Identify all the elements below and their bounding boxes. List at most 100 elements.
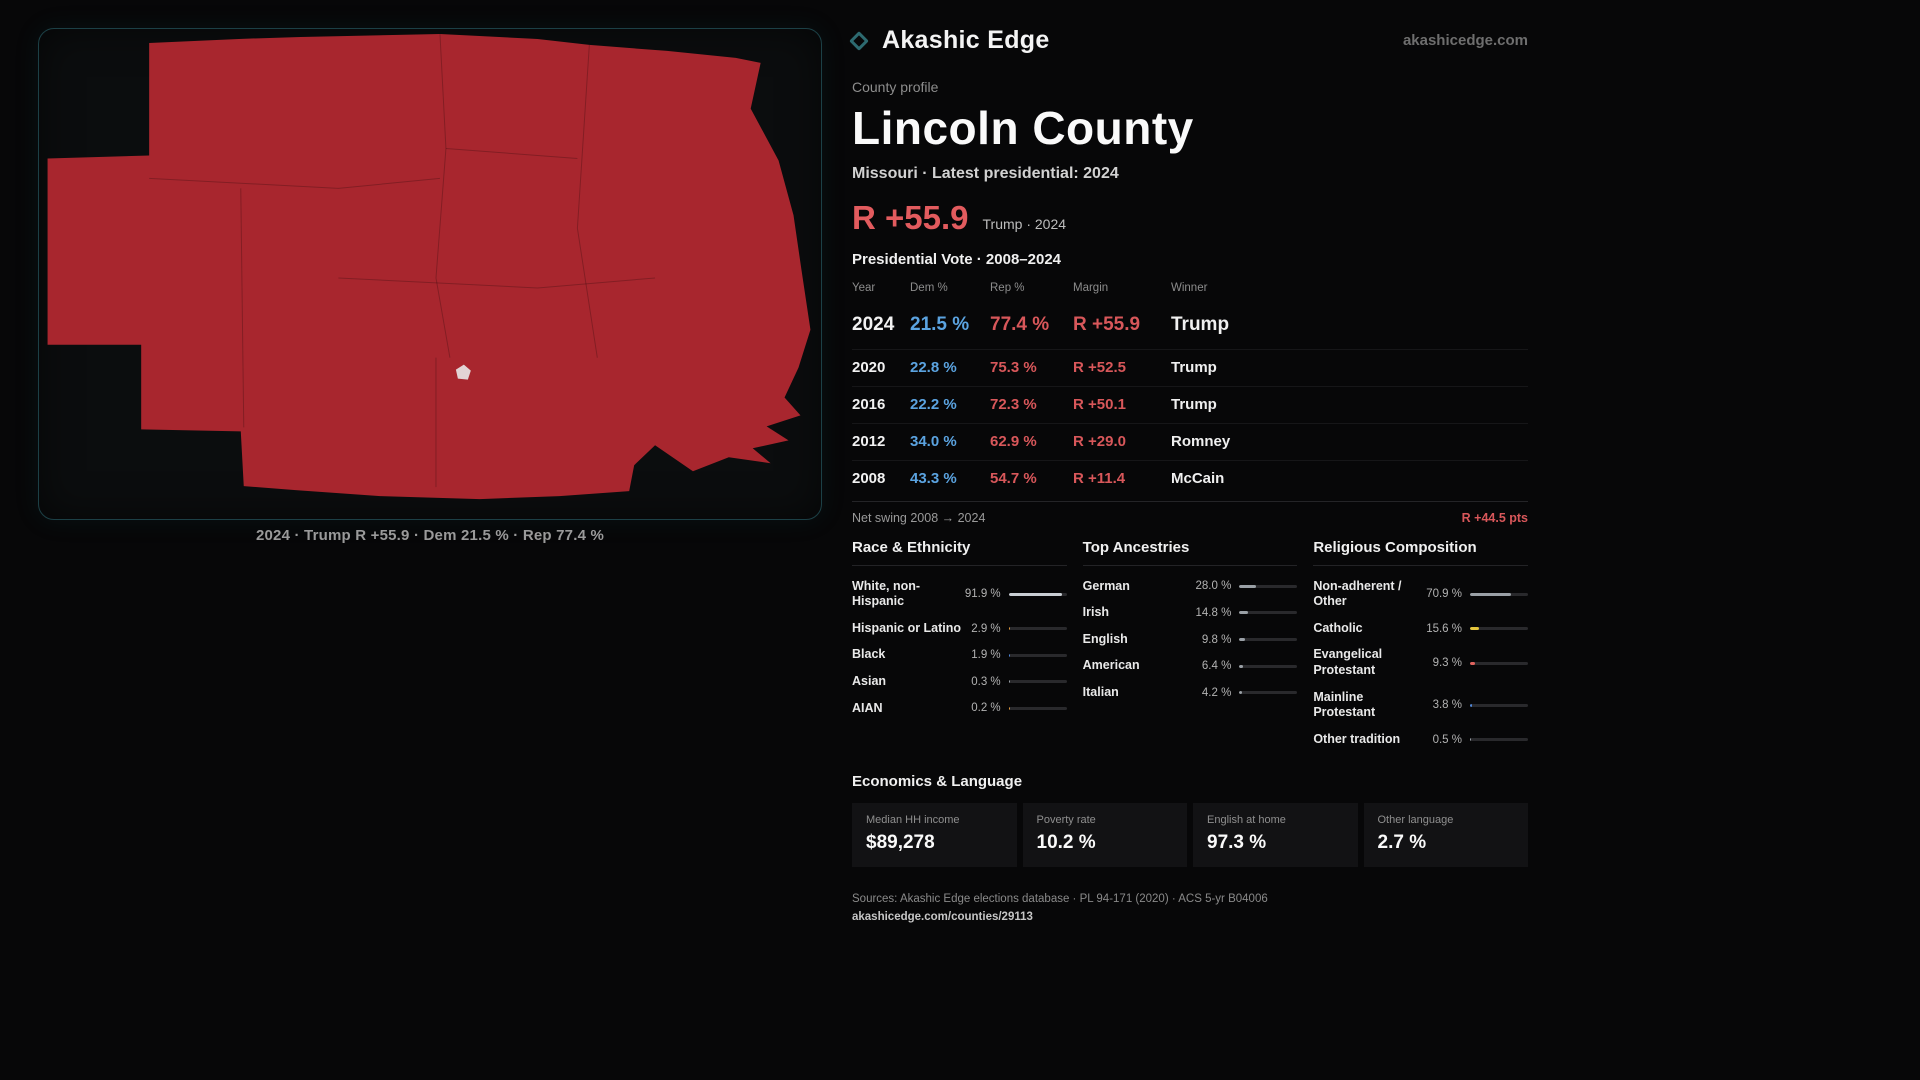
- stat-label: Italian: [1082, 685, 1119, 699]
- header: Akashic Edge akashicedge.com: [849, 26, 1528, 55]
- list-item: English 9.8 %: [1083, 626, 1298, 653]
- city-marker: [455, 364, 471, 380]
- list-item: Black 1.9 %: [852, 642, 1067, 669]
- rep-cell: 62.9 %: [990, 433, 1037, 450]
- stat-label: White, non-Hispanic: [852, 578, 921, 609]
- net-swing-row: Net swing 2008 → 2024 R +44.5 pts: [852, 501, 1528, 525]
- list-item: Irish 14.8 %: [1083, 600, 1298, 627]
- stat-value: 4.2 %: [1201, 686, 1232, 699]
- section-title: Race & Ethnicity: [852, 539, 1067, 566]
- county-map-panel: [38, 28, 822, 520]
- dem-cell: 21.5 %: [910, 314, 970, 335]
- stat-bar: [1239, 638, 1298, 642]
- dem-cell: 22.8 %: [910, 359, 957, 376]
- stat-label: Catholic: [1313, 620, 1363, 635]
- stat-bar: [1470, 661, 1528, 665]
- table-row: 2008 43.3 % 54.7 % R +11.4 McCain: [852, 461, 1528, 497]
- dem-cell: 43.3 %: [910, 470, 957, 487]
- col-rep: Rep %: [990, 282, 1025, 294]
- stat-label: Mainline Protestant: [1313, 689, 1376, 720]
- table-row: 2024 21.5 % 77.4 % R +55.9 Trump: [852, 304, 1528, 350]
- list-item: Other tradition 0.5 %: [1313, 726, 1528, 753]
- headline-margin-row: R +55.9 Trump · 2024: [852, 199, 1528, 237]
- col-winner: Winner: [1171, 282, 1208, 294]
- permalink[interactable]: akashicedge.com/counties/29113: [852, 910, 1033, 923]
- stat-card: Median HH income $89,278: [852, 803, 1017, 867]
- list-item: Hispanic or Latino 2.9 %: [852, 615, 1067, 642]
- township-lines: [149, 33, 656, 488]
- stat-bar: [1008, 627, 1067, 631]
- stat-card: Other language 2.7 %: [1363, 803, 1528, 867]
- race-ethnicity-section: Race & Ethnicity White, non-Hispanic 91.…: [852, 539, 1067, 753]
- stat-label: English: [1082, 631, 1128, 646]
- stat-bar: [1008, 592, 1067, 596]
- stat-label: Hispanic or Latino: [852, 620, 962, 635]
- col-margin: Margin: [1073, 282, 1109, 294]
- stat-bar: [1470, 627, 1528, 631]
- margin-cell: R +11.4: [1073, 470, 1126, 487]
- stat-value: 9.3 %: [1432, 657, 1462, 669]
- stat-bar: [1470, 738, 1528, 742]
- site-link[interactable]: akashicedge.com: [1402, 32, 1528, 49]
- list-item: White, non-Hispanic 91.9 %: [852, 573, 1067, 615]
- kicker: County profile: [852, 79, 939, 95]
- stat-value: 0.3 %: [971, 675, 1001, 688]
- stat-value: 0.5 %: [1432, 733, 1462, 746]
- stat-value: 10.2 %: [1036, 832, 1096, 853]
- subtitle: Missouri · Latest presidential: 2024: [852, 165, 1119, 182]
- headline-note: Trump · 2024: [982, 216, 1067, 232]
- headline-margin: R +55.9: [852, 199, 969, 236]
- top-ancestries-section: Top Ancestries German 28.0 % Irish 14.8 …: [1082, 539, 1298, 753]
- stat-label: Median HH income: [866, 814, 960, 826]
- stat-bar: [1008, 653, 1067, 657]
- stat-bar: [1008, 706, 1067, 710]
- margin-cell: R +50.1: [1073, 396, 1126, 413]
- col-dem: Dem %: [910, 282, 948, 294]
- stat-label: Other language: [1377, 814, 1454, 826]
- list-item: Mainline Protestant 3.8 %: [1313, 684, 1528, 726]
- year-cell: 2012: [852, 433, 886, 450]
- stat-value: 0.2 %: [971, 702, 1001, 715]
- winner-cell: Romney: [1171, 433, 1231, 450]
- stat-label: Other tradition: [1313, 731, 1401, 746]
- page-title: Lincoln County: [852, 102, 1194, 154]
- stat-bar: [1470, 703, 1528, 707]
- stat-bar: [1239, 691, 1298, 695]
- county-profile: Akashic Edge akashicedge.com County prof…: [849, 26, 1528, 927]
- stat-label: Poverty rate: [1036, 814, 1096, 826]
- stat-value: 15.6 %: [1426, 622, 1462, 635]
- year-cell: 2016: [852, 396, 886, 413]
- brand[interactable]: Akashic Edge: [849, 26, 1050, 55]
- stat-value: 91.9 %: [964, 588, 1001, 601]
- stat-value: 3.8 %: [1432, 699, 1462, 712]
- rep-cell: 54.7 %: [990, 470, 1037, 487]
- list-item: Italian 4.2 %: [1083, 680, 1298, 707]
- stat-value: 97.3 %: [1207, 832, 1267, 853]
- list-item: Catholic 15.6 %: [1313, 615, 1528, 642]
- margin-cell: R +55.9: [1073, 314, 1141, 335]
- rep-cell: 75.3 %: [990, 359, 1037, 376]
- year-cell: 2020: [852, 359, 886, 376]
- stat-value: 9.8 %: [1201, 633, 1232, 646]
- vote-table: Year Dem % Rep % Margin Winner 2024 21.5…: [852, 276, 1528, 497]
- stat-label: Black: [852, 647, 886, 662]
- vote-table-title: Presidential Vote · 2008–2024: [852, 251, 1062, 268]
- stat-value: 6.4 %: [1201, 660, 1232, 673]
- stat-value: 70.9 %: [1426, 588, 1462, 601]
- winner-cell: Trump: [1171, 396, 1217, 413]
- list-item: German 28.0 %: [1083, 573, 1298, 600]
- stat-bar: [1239, 584, 1298, 588]
- dem-cell: 22.2 %: [910, 396, 957, 413]
- winner-cell: McCain: [1171, 470, 1225, 487]
- table-row: 2020 22.8 % 75.3 % R +52.5 Trump: [852, 350, 1528, 387]
- stat-card: English at home 97.3 %: [1193, 803, 1358, 867]
- county-map: [47, 33, 811, 500]
- stat-bar: [1239, 664, 1298, 668]
- stat-bar: [1239, 611, 1298, 615]
- margin-cell: R +29.0: [1073, 433, 1126, 450]
- stat-value: 1.9 %: [971, 649, 1001, 662]
- col-year: Year: [852, 282, 876, 294]
- net-swing-value: R +44.5 pts: [1461, 511, 1528, 525]
- stat-value: 2.7 %: [1377, 832, 1427, 853]
- stat-label: Non-adherent / Other: [1313, 578, 1402, 609]
